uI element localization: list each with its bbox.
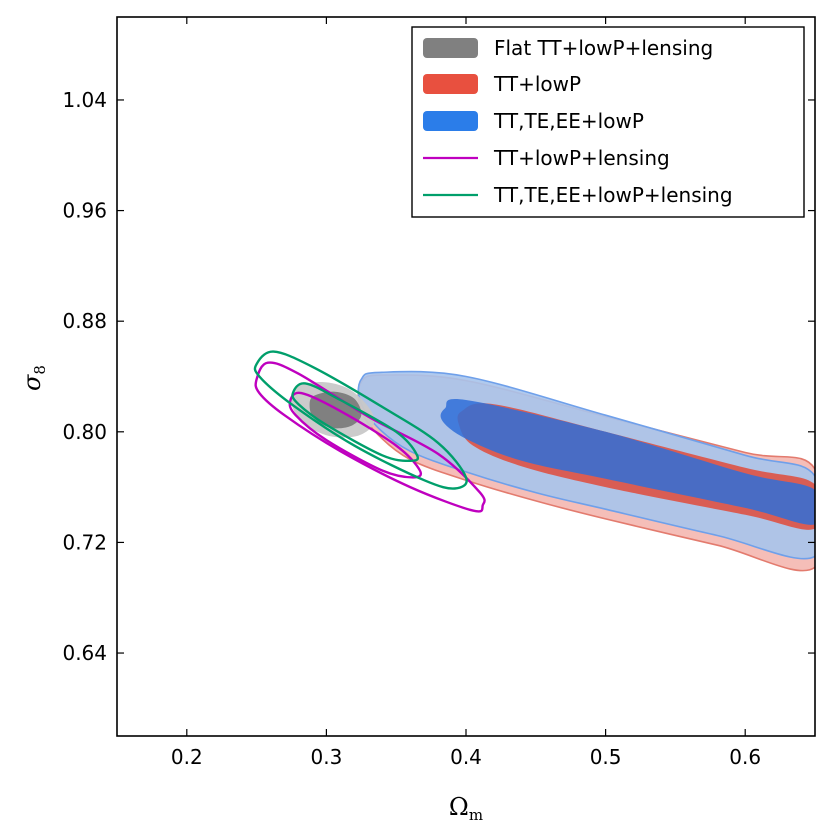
y-tick-label: 0.88 <box>62 309 107 333</box>
contour-ttteeelens-outer <box>253 350 468 490</box>
legend-swatch-flat <box>423 38 478 58</box>
legend-swatch-ttteee <box>423 111 478 131</box>
x-tick-label: 0.2 <box>171 745 203 769</box>
y-tick-label: 0.72 <box>62 530 107 554</box>
contour-ttteeelens-inner <box>291 382 420 463</box>
legend: Flat TT+lowP+lensing TT+lowP TT,TE,EE+lo… <box>411 26 805 218</box>
x-tick-label: 0.4 <box>450 745 482 769</box>
x-axis-label: Ωm <box>449 793 483 824</box>
x-axis-symbol: Ω <box>449 793 469 821</box>
legend-label-ttteeelens: TT,TE,EE+lowP+lensing <box>493 183 733 207</box>
legend-label-ttlens: TT+lowP+lensing <box>493 146 670 170</box>
y-tick-label: 0.96 <box>62 199 107 223</box>
contour-layer <box>253 350 815 572</box>
legend-label-flat: Flat TT+lowP+lensing <box>494 36 713 60</box>
x-axis-subscript: m <box>469 806 483 824</box>
contour-ttteee-inner <box>440 399 815 525</box>
y-axis-symbol: σ <box>18 374 46 391</box>
y-axis-label: σ8 <box>18 365 49 391</box>
legend-swatch-tt <box>423 74 478 94</box>
axis-ticks: 0.2 0.3 0.4 0.5 0.6 0.64 0.72 0.80 0.88 0.96 1.04 <box>62 17 815 769</box>
y-tick-label: 1.04 <box>62 88 107 112</box>
y-tick-label: 0.80 <box>62 420 107 444</box>
contour-ttlens-outer <box>254 361 486 513</box>
legend-label-tt: TT+lowP <box>493 72 581 96</box>
legend-label-ttteee: TT,TE,EE+lowP <box>493 109 644 133</box>
x-tick-label: 0.5 <box>590 745 622 769</box>
y-axis-subscript: 8 <box>31 365 49 375</box>
x-tick-label: 0.6 <box>729 745 761 769</box>
plot-frame <box>116 16 816 737</box>
x-tick-label: 0.3 <box>310 745 342 769</box>
y-tick-label: 0.64 <box>62 641 107 665</box>
contour-ttlens-inner <box>288 391 423 479</box>
